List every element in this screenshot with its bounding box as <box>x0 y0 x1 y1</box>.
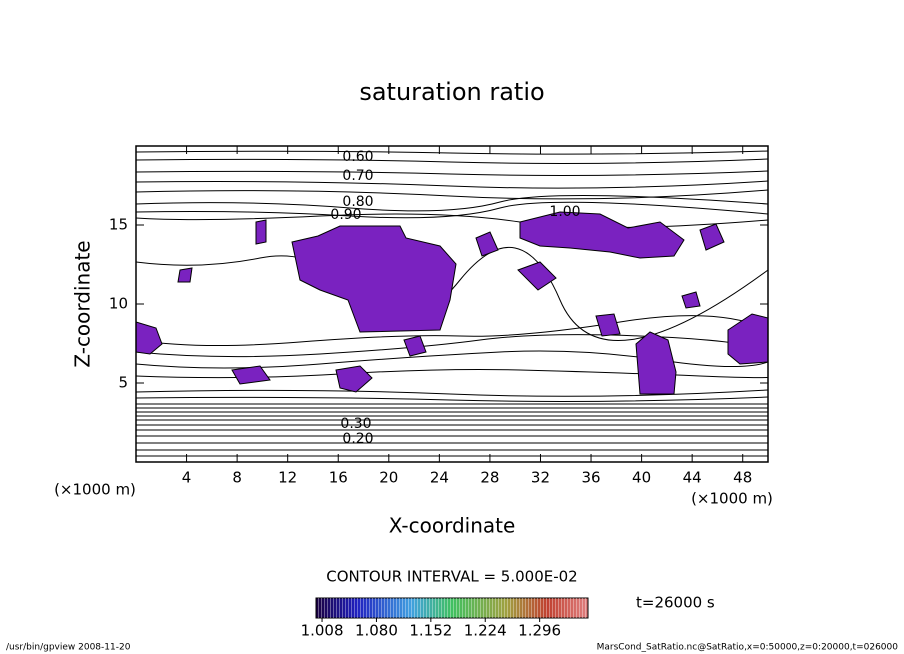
x-tick-label: 48 <box>733 469 752 487</box>
colorbar-tick-label: 1.224 <box>464 622 507 640</box>
y-tick-label: 15 <box>109 216 128 234</box>
x-tick-label: 24 <box>430 469 449 487</box>
y-tick-label: 5 <box>118 374 128 392</box>
colorbar-tick-label: 1.152 <box>409 622 452 640</box>
x-unit: (×1000 m) <box>691 490 773 508</box>
contour-label: 0.90 <box>330 207 361 223</box>
x-tick-label: 40 <box>632 469 651 487</box>
x-tick-label: 36 <box>581 469 600 487</box>
colorbar-tick-label: 1.080 <box>355 622 398 640</box>
x-tick-label: 16 <box>329 469 348 487</box>
contour-label: 0.70 <box>342 168 373 184</box>
footer-left: /usr/bin/gpview 2008-11-20 <box>6 643 131 653</box>
y-axis-label: Z-coordinate <box>71 240 95 367</box>
chart-title: saturation ratio <box>359 78 544 106</box>
x-tick-label: 44 <box>683 469 702 487</box>
x-tick-label: 12 <box>278 469 297 487</box>
contour-label: 0.60 <box>342 149 373 165</box>
x-tick-label: 28 <box>480 469 499 487</box>
contour-field <box>136 150 768 457</box>
contour-label: 1.00 <box>549 204 580 220</box>
colorbar-stripes <box>316 598 588 618</box>
contour-label: 0.20 <box>342 431 373 447</box>
x-tick-label: 32 <box>531 469 550 487</box>
time-label: t=26000 s <box>636 594 715 612</box>
x-tick-label: 20 <box>379 469 398 487</box>
colorbar-tick-label: 1.008 <box>301 622 344 640</box>
contour-label: 0.30 <box>340 416 371 432</box>
x-axis-label: X-coordinate <box>389 514 516 538</box>
y-unit: (×1000 m) <box>54 481 136 499</box>
footer-right: MarsCond_SatRatio.nc@SatRatio,x=0:50000,… <box>597 643 899 653</box>
plot-frame <box>135 145 769 463</box>
y-tick-label: 10 <box>109 295 128 313</box>
x-tick-label: 4 <box>182 469 192 487</box>
x-tick-label: 8 <box>232 469 242 487</box>
colorbar-tick-label: 1.296 <box>518 622 561 640</box>
contour-interval: CONTOUR INTERVAL = 5.000E-02 <box>326 568 577 586</box>
contour-label: 0.80 <box>342 194 373 210</box>
